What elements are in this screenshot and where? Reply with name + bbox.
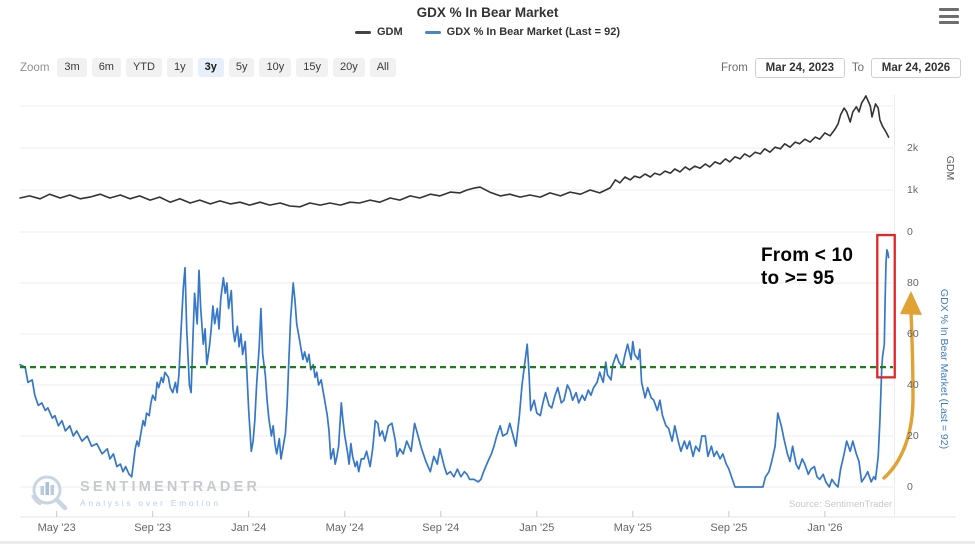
- range-toolbar: Zoom 3m 6m YTD 1y 3y 5y 10y 15y 20y All: [20, 58, 396, 77]
- legend-item-gdm[interactable]: GDM: [355, 26, 403, 38]
- annotation-line: to >= 95: [761, 268, 835, 289]
- to-label: To: [851, 62, 864, 74]
- bear-line-swatch: [424, 30, 441, 34]
- range-button-6m[interactable]: 6m: [91, 58, 121, 77]
- from-label: From: [721, 62, 748, 74]
- range-button-all[interactable]: All: [369, 58, 396, 77]
- bear-line: [19, 249, 890, 488]
- range-button-15y[interactable]: 15y: [296, 58, 328, 77]
- hamburger-bar: [939, 21, 959, 24]
- range-button-20y[interactable]: 20y: [332, 58, 365, 77]
- gdm-line-swatch: [355, 30, 371, 34]
- from-date-input[interactable]: Mar 24, 2023: [754, 58, 845, 78]
- annotation-line: From < 10: [761, 245, 854, 266]
- hamburger-bar: [939, 8, 959, 11]
- watermark-tagline: Analysis over Emotion: [80, 498, 221, 508]
- chart-legend: GDM GDX % In Bear Market (Last = 92): [0, 26, 975, 38]
- range-button-ytd[interactable]: YTD: [125, 58, 162, 77]
- hamburger-menu-icon[interactable]: [939, 8, 959, 24]
- date-range-controls: From Mar 24, 2023 To Mar 24, 2026: [721, 58, 961, 78]
- range-button-1y[interactable]: 1y: [166, 58, 193, 77]
- range-buttons: 3m 6m YTD 1y 3y 5y 10y 15y 20y All: [57, 58, 396, 77]
- range-button-3m[interactable]: 3m: [57, 58, 87, 77]
- up-arrow-annotation: [882, 310, 915, 480]
- page-title: GDX % In Bear Market: [416, 5, 559, 20]
- sentimentrader-logo-icon: [31, 475, 68, 511]
- zoom-label: Zoom: [20, 61, 50, 74]
- legend-label: GDM: [377, 26, 403, 38]
- source-note: Source: SentimenTrader: [789, 499, 893, 510]
- spike-annotation-text: From < 10 to >= 95: [761, 244, 853, 290]
- gdm-line: [19, 95, 890, 208]
- legend-label: GDX % In Bear Market (Last = 92): [446, 26, 620, 38]
- legend-item-bear-pct[interactable]: GDX % In Bear Market (Last = 92): [424, 26, 620, 38]
- gdm-axis-title: GDM: [944, 155, 956, 181]
- range-button-3y[interactable]: 3y: [197, 58, 224, 77]
- range-button-5y[interactable]: 5y: [228, 58, 255, 77]
- hamburger-bar: [939, 14, 959, 18]
- range-button-10y[interactable]: 10y: [259, 58, 292, 77]
- to-date-input[interactable]: Mar 24, 2026: [871, 58, 961, 78]
- watermark: SENTIMENTRADER Analysis over Emotion: [28, 473, 260, 515]
- up-arrow-head-icon: [900, 291, 922, 315]
- bear-axis-title: GDX % In Bear Market (Last = 92): [938, 288, 950, 450]
- bottom-divider: [0, 541, 975, 544]
- highlight-box: [876, 233, 896, 379]
- watermark-brand: SENTIMENTRADER: [80, 479, 261, 495]
